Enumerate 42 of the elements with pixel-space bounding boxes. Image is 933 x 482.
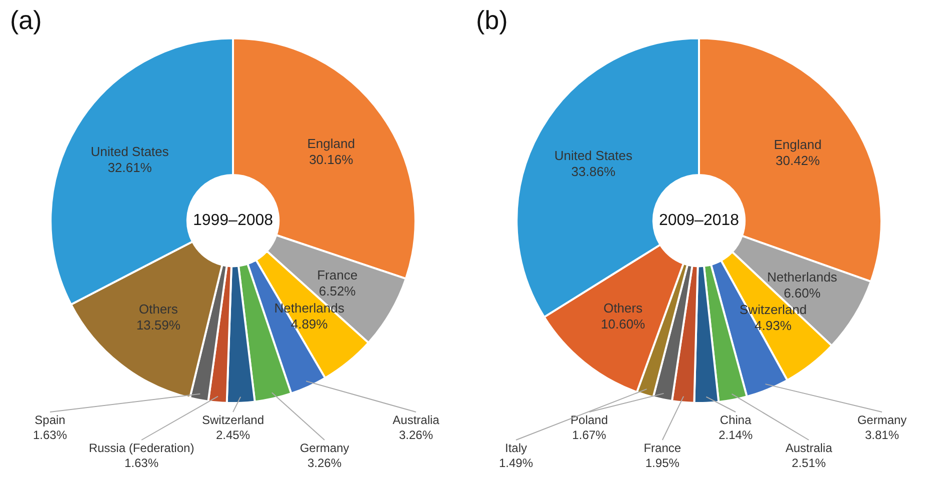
slice-label: France: [644, 441, 682, 455]
slice-label: England: [307, 136, 355, 152]
slice-label: United States: [90, 144, 170, 159]
slice-label: Spain: [34, 413, 66, 427]
slice-label: Italy: [504, 441, 528, 455]
slice-label: Others: [603, 300, 643, 316]
data-label: 1.49%: [498, 456, 534, 470]
data-label: 1.63%: [32, 428, 68, 442]
data-label: 10.60%: [600, 316, 646, 332]
slice-label: Australia: [392, 413, 440, 427]
slice-label: Switzerland: [202, 413, 264, 427]
slice-label: United States: [554, 148, 633, 163]
slice-label: Germany: [300, 441, 350, 455]
slice-label: Australia: [785, 441, 832, 455]
slice-label: Poland: [570, 413, 608, 427]
data-label: 1.95%: [645, 456, 680, 470]
slice-label: Germany: [857, 413, 907, 427]
slice-label: China: [720, 413, 752, 427]
data-label: 3.26%: [398, 428, 434, 442]
data-label: 1.63%: [124, 456, 159, 470]
data-label: 1.67%: [572, 428, 607, 442]
slice-label: England: [774, 136, 822, 152]
data-label: 2.51%: [792, 456, 826, 470]
data-label: 33.86%: [571, 164, 616, 179]
data-label: 3.26%: [307, 456, 342, 470]
data-label: 30.16%: [309, 152, 354, 168]
data-label: 30.42%: [776, 152, 820, 168]
data-label: 2.45%: [216, 428, 250, 442]
data-label: 13.59%: [136, 318, 181, 333]
slice-label: Netherlands: [767, 270, 838, 285]
data-label: 32.61%: [108, 160, 152, 175]
data-label: 6.60%: [784, 286, 821, 301]
slice-label: Others: [138, 302, 178, 317]
data-label: 3.81%: [864, 428, 900, 442]
text: 1999–2008: [192, 212, 274, 230]
data-label: 2.14%: [718, 428, 753, 442]
chart-title: (a): [10, 4, 42, 35]
text: 2009–2018: [658, 212, 740, 230]
data-label: 6.52%: [318, 284, 356, 299]
chart-title: (b): [476, 4, 508, 35]
slice-label: Russia (Federation): [88, 441, 194, 455]
slice-label: France: [317, 268, 358, 283]
